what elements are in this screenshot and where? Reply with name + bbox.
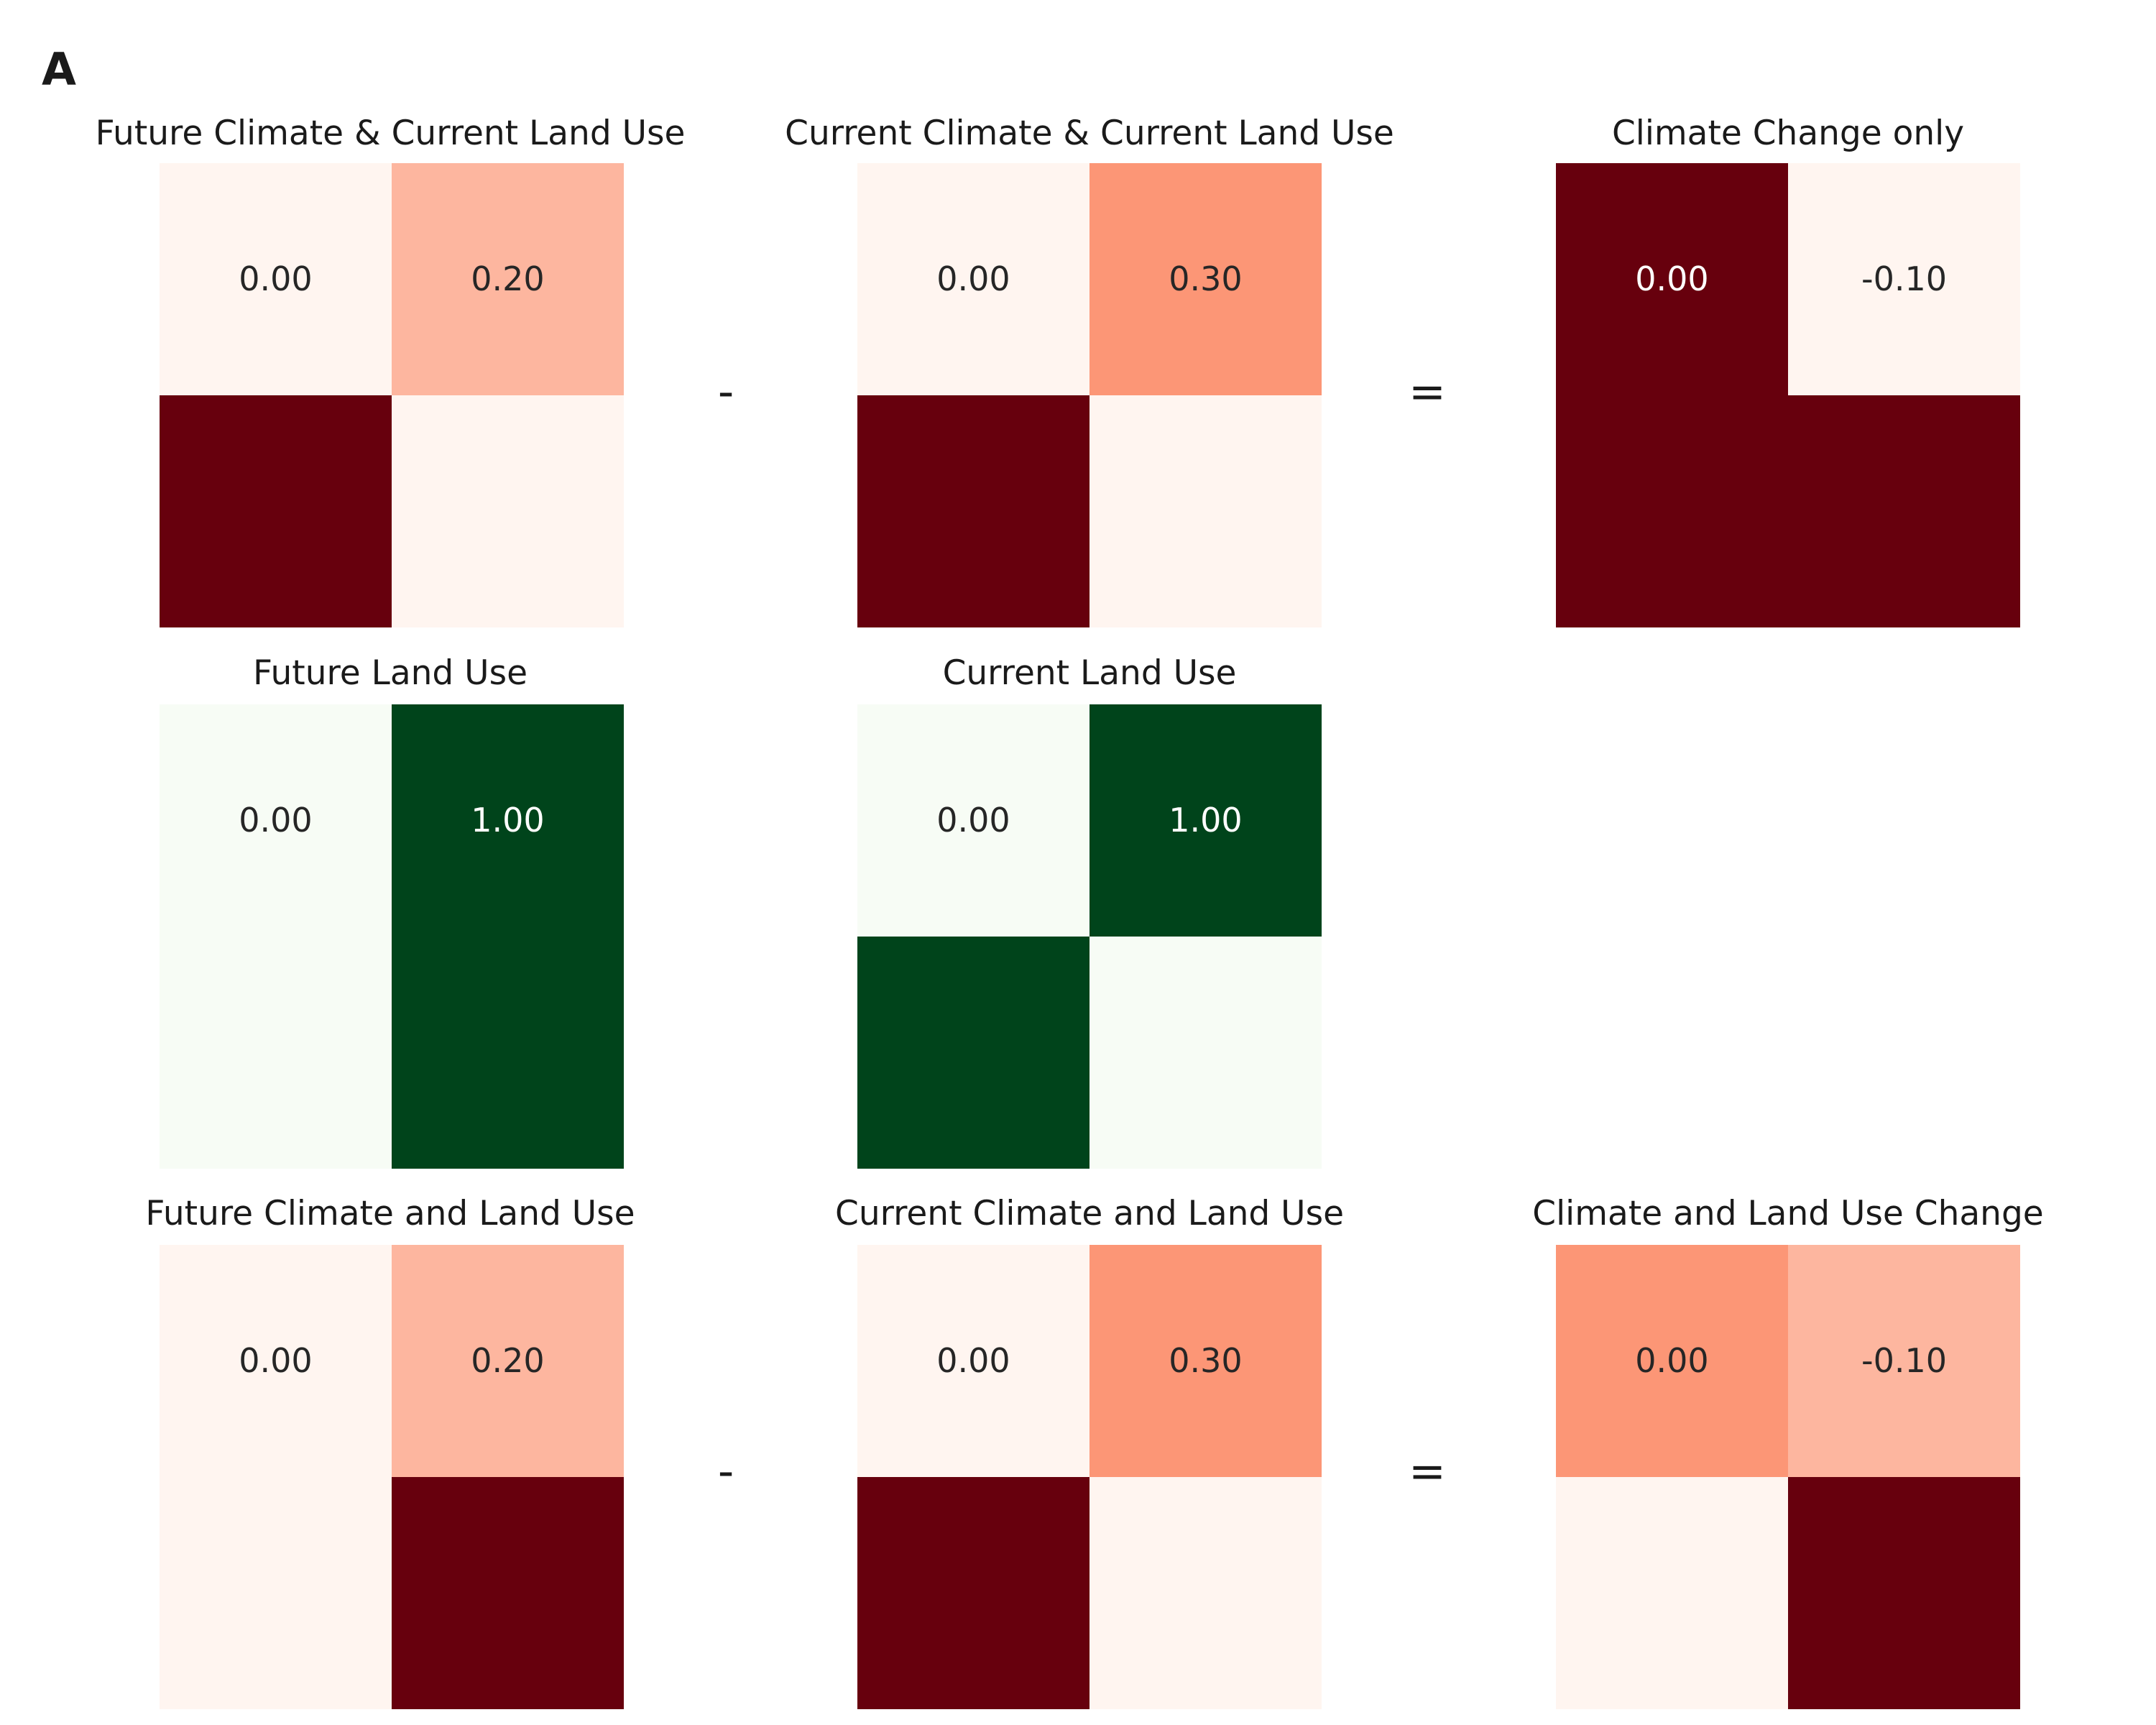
heatmap-cell-label: 0.00: [1635, 259, 1709, 298]
heatmap-cell-label: 0.00: [936, 1341, 1010, 1380]
heatmap-cell-r1-c1: [392, 395, 624, 627]
heatmap-cell-r1-c0: [160, 937, 392, 1169]
equals-operator-row3: =: [1409, 1445, 1446, 1497]
heatmap-cell-r1-c0: [1556, 395, 1788, 627]
heatmap-cell-label: 0.00: [239, 259, 313, 298]
heatmap-cell-r1-c1: [1089, 1477, 1322, 1709]
heatmap-cell-label: -0.10: [1861, 259, 1948, 298]
heatmap-cell-r1-c0: [857, 395, 1089, 627]
heatmap-title-current-climate-current-land-use: Current Climate & Current Land Use: [785, 114, 1394, 153]
equals-operator-row1: =: [1409, 365, 1446, 418]
heatmap-cell-label: 0.00: [239, 801, 313, 840]
heatmap-cell-r1-c1: [1089, 395, 1322, 627]
heatmap-cell-label: 1.00: [1169, 801, 1243, 840]
heatmap-cell-r1-c1: [392, 1477, 624, 1709]
heatmap-cell-r0-c1: 0.20: [392, 1245, 624, 1477]
heatmap-cell-r1-c1: [1788, 395, 2020, 627]
heatmap-cell-label: 0.30: [1169, 1341, 1243, 1380]
heatmap-cell-r0-c0: 0.00: [1556, 163, 1788, 395]
heatmap-cell-r0-c0: 0.00: [160, 163, 392, 395]
heatmap-title-climate-change-only: Climate Change only: [1611, 114, 1965, 153]
heatmap-cell-r0-c1: 0.20: [392, 163, 624, 395]
heatmap-cell-r1-c0: [1556, 1477, 1788, 1709]
heatmap-cell-r1-c0: [857, 937, 1089, 1169]
heatmap-cell-r1-c1: [1788, 1477, 2020, 1709]
heatmap-cell-r0-c1: -0.10: [1788, 163, 2020, 395]
heatmap-cell-label: 0.00: [1635, 1341, 1709, 1380]
heatmap-cell-label: 0.20: [471, 259, 545, 298]
heatmap-climate-change-only: 0.00 -0.10: [1556, 163, 2020, 627]
heatmap-cell-r0-c1: 0.30: [1089, 163, 1322, 395]
heatmap-cell-label: 0.00: [239, 1341, 313, 1380]
heatmap-cell-r1-c0: [160, 395, 392, 627]
heatmap-cell-r0-c1: 0.30: [1089, 1245, 1322, 1477]
heatmap-title-future-climate-current-land-use: Future Climate & Current Land Use: [95, 114, 686, 153]
heatmap-future-land-use: 0.00 1.00: [160, 704, 624, 1169]
heatmap-cell-r0-c1: 1.00: [392, 704, 624, 937]
heatmap-cell-label: 0.00: [936, 259, 1010, 298]
heatmap-title-climate-and-land-use-change: Climate and Land Use Change: [1532, 1194, 2044, 1233]
heatmap-cell-r0-c0: 0.00: [857, 704, 1089, 937]
heatmap-cell-r0-c0: 0.00: [1556, 1245, 1788, 1477]
heatmap-cell-r0-c1: 1.00: [1089, 704, 1322, 937]
heatmap-title-current-climate-and-land-use: Current Climate and Land Use: [835, 1194, 1344, 1233]
heatmap-cell-r1-c1: [392, 937, 624, 1169]
minus-operator-row3: -: [717, 1445, 734, 1497]
heatmap-cell-r1-c0: [160, 1477, 392, 1709]
panel-label: A: [42, 43, 76, 96]
heatmap-current-land-use: 0.00 1.00: [857, 704, 1322, 1169]
heatmap-title-future-land-use: Future Land Use: [253, 653, 528, 693]
heatmap-climate-and-land-use-change: 0.00 -0.10: [1556, 1245, 2020, 1709]
heatmap-cell-label: 0.00: [936, 801, 1010, 840]
heatmap-cell-r0-c0: 0.00: [160, 704, 392, 937]
heatmap-future-climate-and-land-use: 0.00 0.20: [160, 1245, 624, 1709]
heatmap-cell-label: 0.30: [1169, 259, 1243, 298]
heatmap-cell-label: -0.10: [1861, 1341, 1948, 1380]
heatmap-cell-r0-c0: 0.00: [857, 163, 1089, 395]
heatmap-cell-label: 1.00: [471, 801, 545, 840]
heatmap-current-climate-current-land-use: 0.00 0.30: [857, 163, 1322, 627]
heatmap-cell-r0-c0: 0.00: [857, 1245, 1089, 1477]
heatmap-cell-r1-c1: [1089, 937, 1322, 1169]
heatmap-cell-r0-c1: -0.10: [1788, 1245, 2020, 1477]
heatmap-cell-r0-c0: 0.00: [160, 1245, 392, 1477]
heatmap-current-climate-and-land-use: 0.00 0.30: [857, 1245, 1322, 1709]
heatmap-title-current-land-use: Current Land Use: [942, 653, 1237, 693]
minus-operator-row1: -: [717, 365, 734, 418]
heatmap-cell-r1-c0: [857, 1477, 1089, 1709]
heatmap-future-climate-current-land-use: 0.00 0.20: [160, 163, 624, 627]
heatmap-title-future-climate-and-land-use: Future Climate and Land Use: [145, 1194, 635, 1233]
heatmap-cell-label: 0.20: [471, 1341, 545, 1380]
